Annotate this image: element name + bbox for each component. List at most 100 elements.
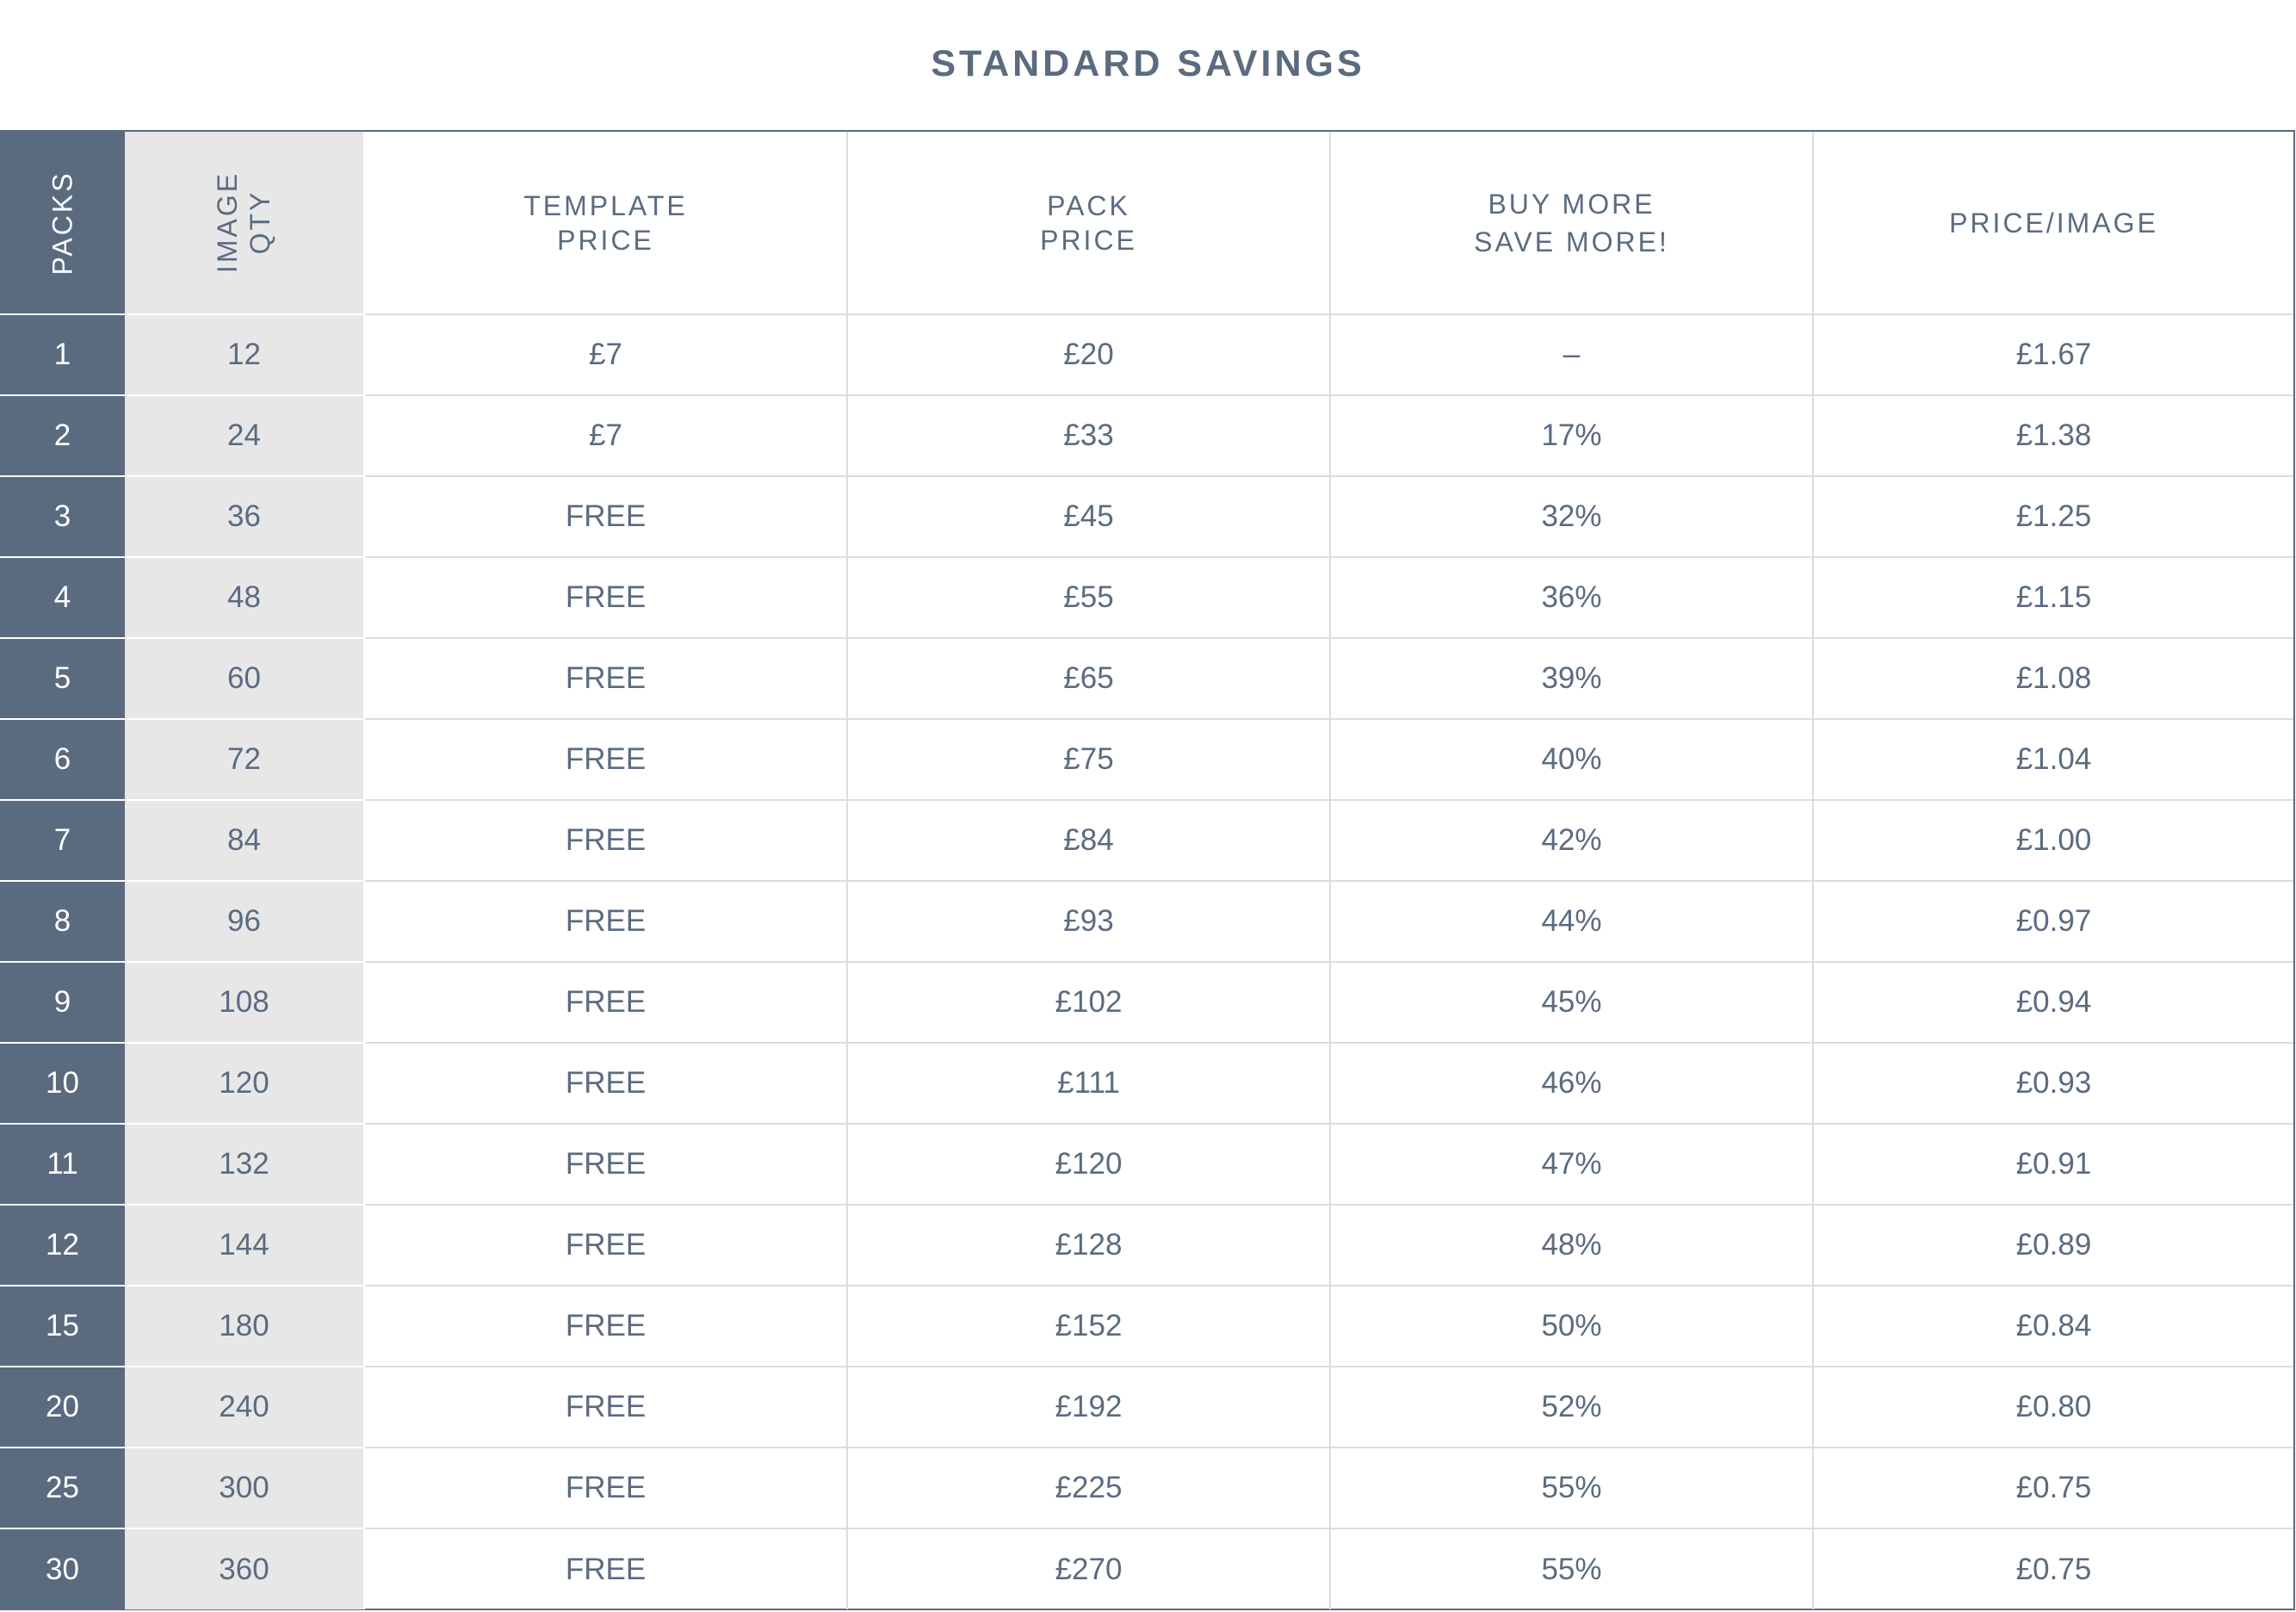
cell-packs: 30	[0, 1528, 125, 1609]
cell-template-price: FREE	[363, 799, 847, 881]
cell-buy-more-save: 52%	[1329, 1366, 1813, 1448]
cell-template-price: FREE	[363, 1528, 847, 1609]
cell-image-qty: 96	[125, 880, 364, 962]
cell-packs: 4	[0, 556, 125, 638]
header-pack-price-line2: PRICE	[1040, 224, 1137, 256]
cell-image-qty: 108	[125, 961, 364, 1043]
header-image-qty-label: IMAGE QTY	[212, 171, 277, 273]
cell-pack-price: £111	[846, 1042, 1330, 1124]
cell-packs: 9	[0, 961, 125, 1043]
cell-pack-price: £120	[846, 1123, 1330, 1205]
cell-template-price: FREE	[363, 718, 847, 800]
cell-packs: 12	[0, 1204, 125, 1286]
cell-image-qty: 360	[125, 1528, 364, 1609]
table-row: 6 72 FREE £75 40% £1.04	[0, 718, 2293, 800]
header-price-image-label: PRICE/IMAGE	[1949, 207, 2158, 239]
cell-image-qty: 48	[125, 556, 364, 638]
cell-packs: 6	[0, 718, 125, 800]
savings-grid: PACKS IMAGE QTY TEMPLATE PRICE PACK PRIC…	[0, 132, 2293, 1609]
header-template-price: TEMPLATE PRICE	[363, 132, 847, 314]
cell-buy-more-save: 39%	[1329, 637, 1813, 719]
header-image-qty: IMAGE QTY	[125, 132, 364, 314]
cell-template-price: £7	[363, 313, 847, 395]
cell-price-per-image: £1.67	[1812, 313, 2293, 395]
cell-price-per-image: £1.00	[1812, 799, 2293, 881]
cell-image-qty: 84	[125, 799, 364, 881]
cell-buy-more-save: 42%	[1329, 799, 1813, 881]
cell-image-qty: 72	[125, 718, 364, 800]
cell-template-price: FREE	[363, 1123, 847, 1205]
cell-price-per-image: £1.25	[1812, 475, 2293, 557]
cell-template-price: FREE	[363, 556, 847, 638]
cell-price-per-image: £1.08	[1812, 637, 2293, 719]
header-buy-more: BUY MORE SAVE MORE!	[1329, 132, 1813, 314]
cell-pack-price: £225	[846, 1447, 1330, 1528]
table-row: 11 132 FREE £120 47% £0.91	[0, 1123, 2293, 1205]
table-row: 5 60 FREE £65 39% £1.08	[0, 637, 2293, 719]
header-price-image: PRICE/IMAGE	[1812, 132, 2293, 314]
header-template-price-line1: TEMPLATE	[523, 189, 688, 221]
header-pack-price: PACK PRICE	[846, 132, 1330, 314]
cell-buy-more-save: 32%	[1329, 475, 1813, 557]
table-body: 1 12 £7 £20– £1.67 2 24 £7 £33 17% £1.38 3 36 FREE £45…	[0, 313, 2293, 1609]
cell-pack-price: £84	[846, 799, 1330, 881]
cell-template-price: FREE	[363, 637, 847, 719]
cell-price-per-image: £1.38	[1812, 394, 2293, 476]
header-pack-price-line1: PACK	[1047, 189, 1130, 221]
cell-image-qty: 180	[125, 1285, 364, 1367]
cell-pack-price: £192	[846, 1366, 1330, 1448]
table-row: 7 84 FREE £84 42% £1.00	[0, 799, 2293, 881]
cell-buy-more-save: 45%	[1329, 961, 1813, 1043]
table-row: 20 240 FREE £192 52% £0.80	[0, 1366, 2293, 1448]
cell-pack-price: £102	[846, 961, 1330, 1043]
cell-template-price: FREE	[363, 1204, 847, 1286]
cell-template-price: FREE	[363, 1447, 847, 1528]
cell-packs: 25	[0, 1447, 125, 1528]
cell-image-qty: 60	[125, 637, 364, 719]
page-title: STANDARD SAVINGS	[931, 43, 1365, 84]
cell-image-qty: 12	[125, 313, 364, 395]
cell-packs: 11	[0, 1123, 125, 1205]
cell-packs: 15	[0, 1285, 125, 1367]
header-buy-more-line2: SAVE MORE!	[1474, 226, 1669, 257]
cell-packs: 10	[0, 1042, 125, 1124]
cell-packs: 3	[0, 475, 125, 557]
cell-pack-price: £93	[846, 880, 1330, 962]
table-row: 4 48 FREE £55 36% £1.15	[0, 556, 2293, 638]
cell-image-qty: 132	[125, 1123, 364, 1205]
header-packs-label: PACKS	[46, 170, 78, 276]
cell-buy-more-save: 40%	[1329, 718, 1813, 800]
table-row: 30 360 FREE £270 55% £0.75	[0, 1528, 2293, 1609]
cell-buy-more-save: 55%	[1329, 1528, 1813, 1609]
cell-price-per-image: £0.91	[1812, 1123, 2293, 1205]
cell-buy-more-save: 48%	[1329, 1204, 1813, 1286]
cell-packs: 2	[0, 394, 125, 476]
table-row: 10 120 FREE £111 46% £0.93	[0, 1042, 2293, 1124]
table-row: 3 36 FREE £45 32% £1.25	[0, 475, 2293, 557]
cell-image-qty: 144	[125, 1204, 364, 1286]
cell-pack-price: £270	[846, 1528, 1330, 1609]
cell-template-price: FREE	[363, 1042, 847, 1124]
cell-price-per-image: £0.75	[1812, 1528, 2293, 1609]
cell-template-price: FREE	[363, 475, 847, 557]
cell-buy-more-save: 44%	[1329, 880, 1813, 962]
cell-price-per-image: £0.93	[1812, 1042, 2293, 1124]
cell-price-per-image: £0.89	[1812, 1204, 2293, 1286]
cell-buy-more-save: 36%	[1329, 556, 1813, 638]
header-template-price-line2: PRICE	[557, 224, 654, 256]
cell-packs: 1	[0, 313, 125, 395]
table-row: 15 180 FREE £152 50% £0.84	[0, 1285, 2293, 1367]
cell-pack-price: £128	[846, 1204, 1330, 1286]
cell-buy-more-save: 47%	[1329, 1123, 1813, 1205]
table-row: 9 108 FREE £102 45% £0.94	[0, 961, 2293, 1043]
header-packs: PACKS	[0, 132, 125, 314]
table-row: 8 96 FREE £93 44% £0.97	[0, 880, 2293, 962]
cell-pack-price: £55	[846, 556, 1330, 638]
cell-template-price: FREE	[363, 1285, 847, 1367]
cell-price-per-image: £0.75	[1812, 1447, 2293, 1528]
cell-buy-more-save: 55%	[1329, 1447, 1813, 1528]
cell-template-price: FREE	[363, 1366, 847, 1448]
cell-packs: 8	[0, 880, 125, 962]
header-image-qty-line2: QTY	[244, 189, 276, 255]
cell-template-price: FREE	[363, 961, 847, 1043]
